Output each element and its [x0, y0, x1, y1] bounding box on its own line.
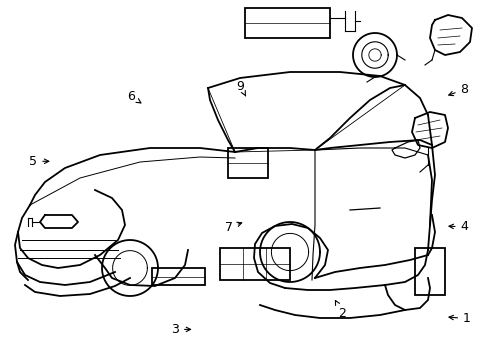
Text: 3: 3 [171, 323, 190, 336]
FancyBboxPatch shape [244, 8, 329, 38]
Text: 5: 5 [29, 155, 49, 168]
Text: 8: 8 [448, 83, 468, 96]
Text: 6: 6 [127, 90, 141, 103]
Text: 1: 1 [448, 312, 470, 325]
Text: 9: 9 [236, 80, 245, 96]
Bar [152, 268, 204, 285]
Text: 4: 4 [448, 220, 468, 233]
Text: 7: 7 [224, 221, 241, 234]
Bar [414, 248, 444, 295]
Bar [227, 148, 267, 178]
Bar [220, 248, 289, 280]
Text: 2: 2 [335, 301, 346, 320]
